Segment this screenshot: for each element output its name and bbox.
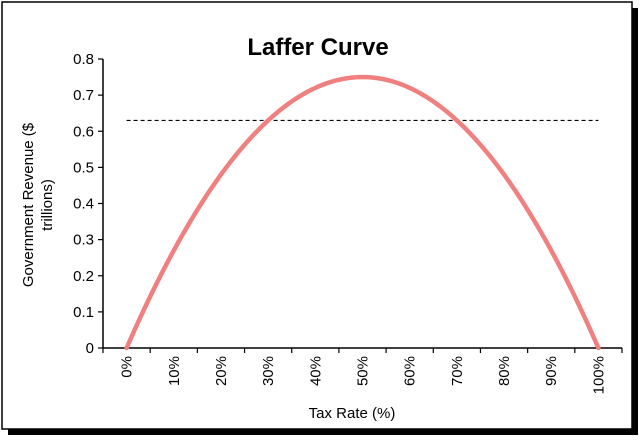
y-axis-title-line2: trillions) xyxy=(39,179,56,231)
x-tick-label: 90% xyxy=(543,356,560,386)
y-tick-label: 0.8 xyxy=(73,51,94,68)
chart-title: Laffer Curve xyxy=(247,34,388,61)
x-tick-label: 10% xyxy=(166,356,183,386)
y-tick-label: 0.5 xyxy=(73,159,94,176)
y-tick-label: 0.4 xyxy=(73,196,94,213)
x-tick-label: 20% xyxy=(213,356,230,386)
series-line xyxy=(124,74,601,351)
x-tick-label: 50% xyxy=(355,356,372,386)
x-tick-label: 100% xyxy=(590,356,607,394)
y-tick-label: 0 xyxy=(86,340,94,357)
plot-area: 0 0.1 0.2 0.3 0.4 0.5 0.6 0.7 0.8 0% 10% 20% 30% 40% 5… xyxy=(73,51,623,394)
x-tick-label: 70% xyxy=(449,356,466,386)
x-tick-label: 80% xyxy=(496,356,513,386)
x-tick-label: 0% xyxy=(119,356,136,378)
y-axis-title-line1: Government Revenue ($ xyxy=(20,122,37,287)
x-tick-label: 60% xyxy=(402,356,419,386)
y-tick-label: 0.1 xyxy=(73,304,94,321)
frame-border xyxy=(1,1,633,430)
x-axis-title: Tax Rate (%) xyxy=(309,405,396,422)
y-tick-label: 0.6 xyxy=(73,123,94,140)
x-tick-label: 40% xyxy=(307,356,324,386)
y-tick-label: 0.3 xyxy=(73,232,94,249)
x-tick-label: 30% xyxy=(260,356,277,386)
y-tick-label: 0.2 xyxy=(73,268,94,285)
y-tick-label: 0.7 xyxy=(73,87,94,104)
